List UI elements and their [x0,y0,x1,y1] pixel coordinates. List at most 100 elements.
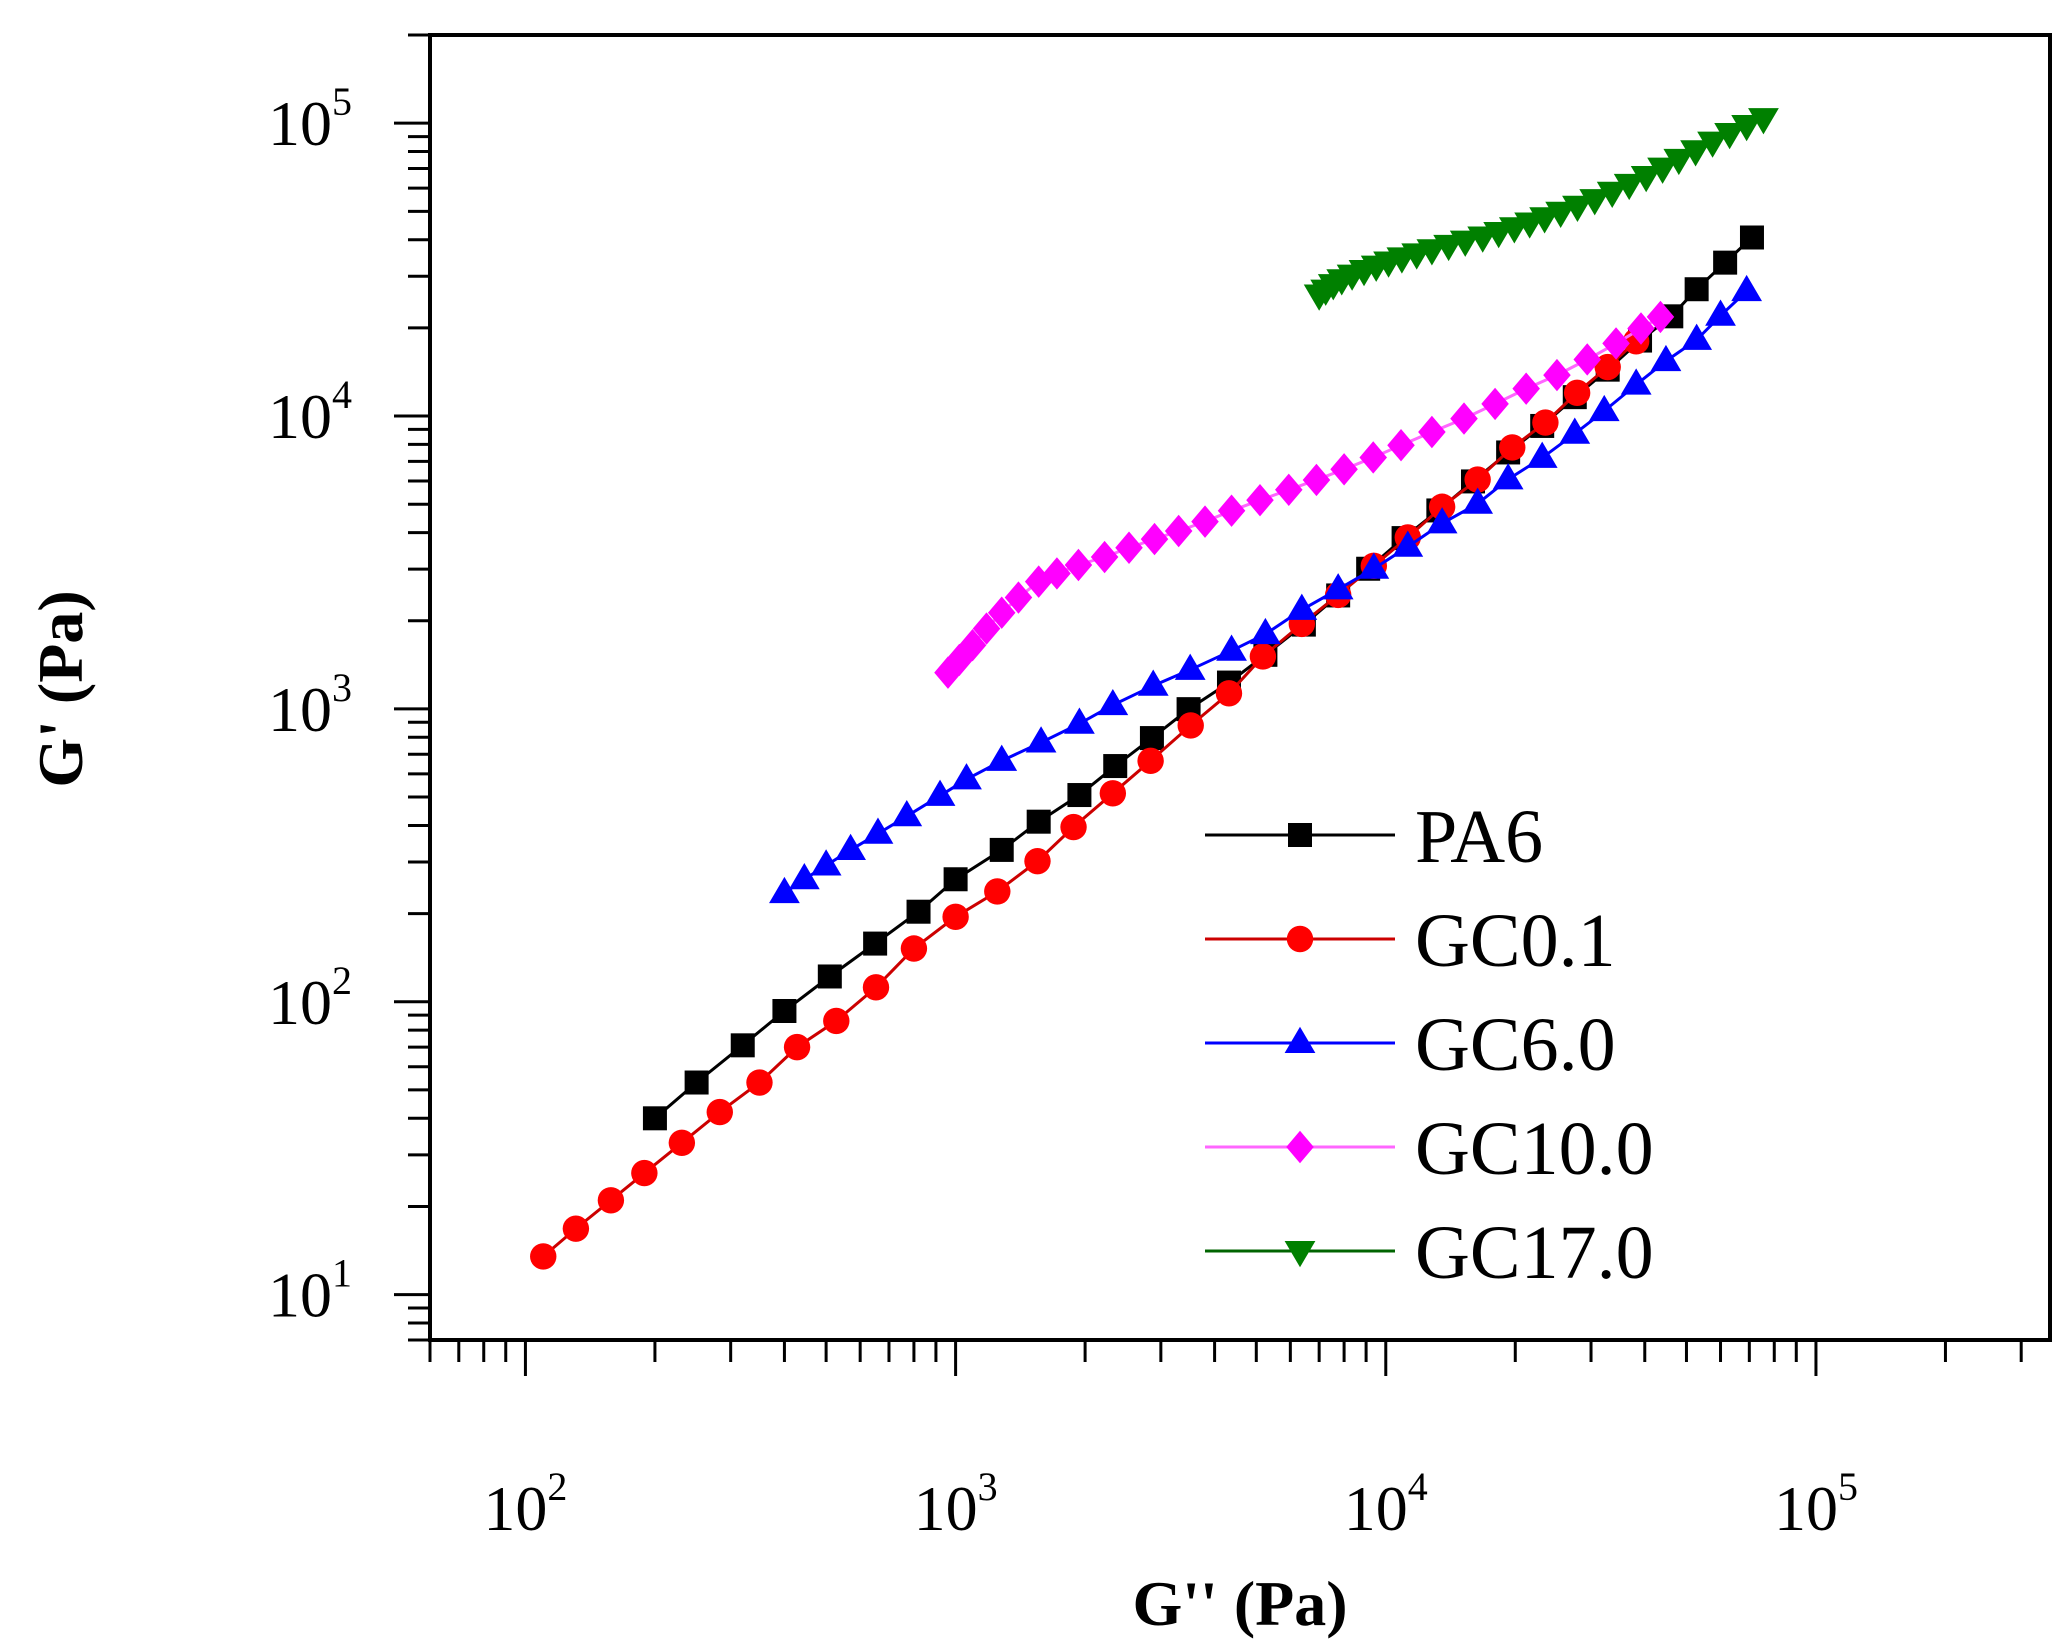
data-point [1322,573,1354,600]
legend-label: GC10.0 [1415,1107,1654,1191]
data-point [810,849,842,876]
data-point [1275,473,1303,506]
data-point [817,964,842,989]
data-point [783,1033,811,1061]
y-tick-label: 105 [268,79,352,159]
data-point [1067,783,1092,808]
series-gc6-0 [769,274,1763,904]
data-point [668,1129,696,1156]
data-point [1663,148,1695,176]
data-point [1596,181,1628,208]
data-point [1713,250,1738,275]
data-point [1137,669,1169,696]
data-point [1449,230,1481,257]
data-point [1164,514,1193,548]
x-tick-label: 105 [1774,1464,1858,1544]
data-point [1731,274,1763,302]
data-point [1090,540,1119,574]
series-gc17-0 [1303,108,1779,311]
legend-label: GC0.1 [1415,899,1616,983]
data-point [943,867,968,892]
data-point [772,998,797,1023]
data-point [1739,225,1764,250]
data-point [1060,813,1087,841]
data-point [1115,531,1143,564]
data-point [900,935,928,962]
data-point [1646,300,1675,334]
legend-item-gc0-1: GC0.1 [1205,899,1616,983]
legend: PA6 GC0.1 GC6.0 GC10.0 GC17.0 [1205,795,1654,1295]
legend-marker [1284,1240,1316,1268]
data-point [597,1187,625,1214]
data-point [1579,189,1611,216]
data-point [1680,140,1711,167]
x-tick-label: 103 [914,1464,998,1544]
legend-item-gc10-0: GC10.0 [1205,1107,1654,1191]
legend-label: GC6.0 [1415,1003,1616,1087]
data-point [631,1159,658,1187]
data-point [924,779,956,806]
data-point [1602,327,1630,360]
data-point [891,800,923,827]
data-point [862,817,894,844]
data-point [1359,441,1387,474]
data-point [1025,726,1057,753]
data-point [1684,277,1709,302]
series-gc0-1 [530,328,1650,1270]
legend-item-gc6-0: GC6.0 [1205,1003,1616,1087]
data-point [1099,780,1127,807]
data-point [1330,453,1358,486]
x-axis-title: G'' (Pa) [1132,1568,1347,1639]
data-point [986,744,1018,771]
data-point [1573,343,1602,376]
plot-series [530,108,1779,1270]
data-point [1748,108,1779,135]
data-point [1650,344,1682,372]
data-point [769,876,800,904]
data-point [1627,312,1655,345]
data-point [1529,207,1560,234]
y-tick-label: 101 [268,1251,352,1331]
data-point [972,612,1001,645]
data-point [906,899,931,924]
data-point [1286,593,1318,620]
data-point [1043,557,1071,590]
legend-marker [1284,1026,1316,1054]
axes: 102 103 104 105 101 102 103 104 105 [268,33,2023,1544]
legend-label: GC17.0 [1415,1211,1654,1295]
data-point [951,763,982,790]
y-tick-label: 102 [268,958,352,1038]
data-point [1705,299,1736,326]
data-point [1177,712,1204,739]
data-point [1462,487,1494,514]
data-point [1450,402,1478,435]
data-point [1387,429,1415,462]
legend-marker [1288,823,1312,847]
data-point [862,974,890,1001]
data-point [1358,552,1390,579]
data-point [1026,809,1051,834]
data-point [1246,483,1274,517]
data-point [746,1069,773,1096]
data-point [987,596,1016,629]
data-point [1512,372,1540,405]
data-point [1004,581,1033,614]
data-point [1545,201,1577,229]
data-point [1526,441,1558,468]
plot-area-frame [428,33,2052,1342]
data-point [1215,680,1243,707]
data-point [1543,358,1571,392]
data-point [642,1106,667,1131]
data-point [958,629,987,662]
data-point [1426,507,1458,534]
data-point [1024,847,1051,875]
data-point [1097,688,1129,716]
data-point [989,837,1014,862]
data-point [1137,747,1164,774]
data-point [1620,368,1652,395]
data-point [1588,394,1620,422]
series-gc10-0 [934,300,1675,689]
data-point [1418,415,1446,449]
data-point [1103,754,1128,779]
legend-marker [1286,1130,1314,1164]
